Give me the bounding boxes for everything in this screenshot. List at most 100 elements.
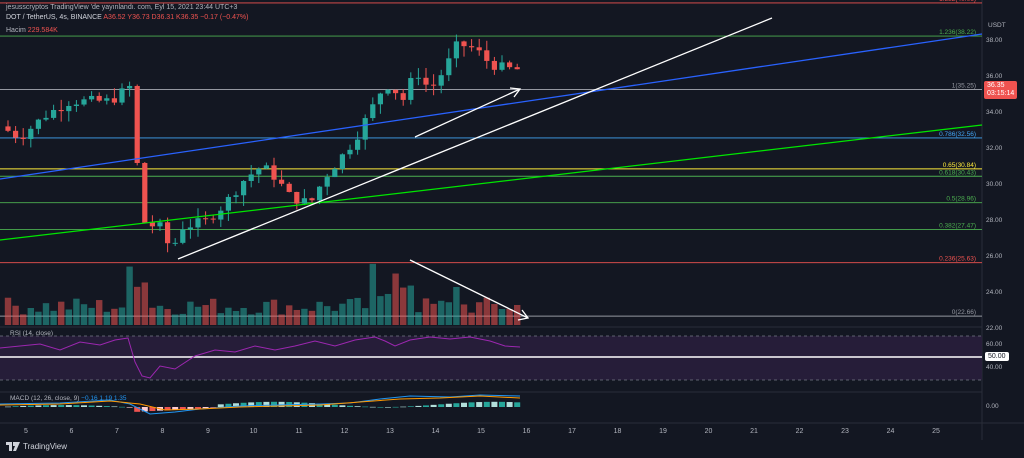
macd-bar <box>468 402 475 407</box>
macd-bar <box>111 406 118 408</box>
macd-bar <box>347 405 353 407</box>
candle-body <box>393 89 399 94</box>
candle-body <box>210 218 216 220</box>
macd-bar <box>172 407 179 410</box>
fib-label-0.5: 0.5(28.96) <box>946 196 976 203</box>
volume-bar <box>316 301 323 325</box>
volume-bar <box>308 310 316 325</box>
candle-body <box>476 47 482 51</box>
macd-bar <box>164 407 171 411</box>
candle-body <box>35 119 41 129</box>
trendline-green[interactable] <box>0 124 983 241</box>
time-tick: 15 <box>477 428 485 435</box>
volume-bar <box>331 310 338 325</box>
volume-bars <box>4 263 521 325</box>
volume-bar <box>339 303 346 325</box>
candle-body <box>73 104 79 106</box>
macd-bar <box>407 406 414 407</box>
time-tick: 23 <box>841 428 849 435</box>
volume-bar <box>80 304 88 325</box>
trendline-white-long[interactable] <box>177 17 773 260</box>
price-axis[interactable]: 38.00 36.00 34.00 32.00 30.00 28.00 26.00 24.00… <box>986 37 1003 332</box>
macd-bar <box>453 403 460 407</box>
volume-bar <box>392 273 399 325</box>
macd-title: MACD (12, 26, close, 9) <box>10 395 80 402</box>
countdown-timer: 03:15:14 <box>987 90 1015 97</box>
candle-body <box>20 137 26 139</box>
arrow-up-head <box>509 87 522 98</box>
macd-bar <box>141 407 148 412</box>
macd-bar <box>331 404 338 407</box>
macd-bar <box>149 407 156 412</box>
volume-bar <box>278 314 285 325</box>
volume-bar <box>354 297 361 325</box>
rsi-band <box>0 336 982 380</box>
time-axis[interactable]: 5 6 7 8 9 10 11 12 13 14 15 16 17 18 19 20 21 22 23 24 25 <box>24 428 940 435</box>
arrow-up-line[interactable] <box>414 88 521 138</box>
candle-body <box>134 85 140 163</box>
macd-bar <box>103 406 110 407</box>
tradingview-icon <box>6 442 20 451</box>
candle-body <box>309 198 315 201</box>
candle-body <box>89 95 95 100</box>
rsi-legend[interactable]: RSI (14, close) <box>10 330 53 337</box>
time-tick: 14 <box>432 428 440 435</box>
currency-label: USDT <box>988 22 1006 29</box>
time-tick: 10 <box>250 428 258 435</box>
tradingview-logo[interactable]: TradingView <box>6 442 67 451</box>
time-tick: 12 <box>341 428 349 435</box>
macd-bar <box>202 407 209 409</box>
volume-bar <box>377 296 384 325</box>
candle-body <box>423 77 429 85</box>
arrow-down-line[interactable] <box>409 259 529 319</box>
candle-body <box>438 75 444 86</box>
macd-bar <box>438 404 445 407</box>
volume-bar <box>506 308 513 325</box>
candle-body <box>431 84 437 86</box>
candle-body <box>408 78 414 100</box>
macd-bar <box>248 402 255 407</box>
macd-bar <box>12 406 19 407</box>
volume-bar <box>73 298 80 325</box>
symbol-label[interactable]: DOT / TetherUS, 4s, BINANCE <box>6 14 102 21</box>
candle-body <box>5 126 11 131</box>
price-tick: 32.00 <box>986 145 1003 152</box>
macd-bar <box>5 406 11 408</box>
candle-body <box>157 222 163 227</box>
macd-bar <box>491 401 498 407</box>
publish-info: jesusscryptos TradingView 'de yayınlandı… <box>6 4 238 11</box>
time-tick: 25 <box>932 428 940 435</box>
volume-bar <box>149 307 156 325</box>
macd-bar <box>43 405 49 407</box>
macd-legend[interactable]: MACD (12, 26, close, 9) −0.16 1.19 1.35 <box>10 395 127 402</box>
macd-bar <box>50 405 57 407</box>
macd-bar <box>255 402 262 407</box>
candle-body <box>180 229 186 243</box>
rsi-tick-40: 40.00 <box>986 364 1003 371</box>
macd-bar <box>65 405 72 407</box>
macd-bar <box>225 403 232 407</box>
time-tick: 16 <box>523 428 531 435</box>
volume-bar <box>50 310 57 325</box>
volume-bar <box>164 309 171 325</box>
fib-label-1.382: 1.382(40.06) <box>939 0 976 3</box>
candles <box>5 34 520 253</box>
candle-body <box>507 62 513 68</box>
macd-bar <box>423 405 429 407</box>
macd-bar <box>369 406 376 408</box>
volume-bar <box>491 304 498 325</box>
volume-bar <box>438 300 445 325</box>
candle-body <box>332 168 338 178</box>
volume-bar <box>27 307 34 325</box>
time-tick: 22 <box>796 428 804 435</box>
candle-body <box>400 93 406 100</box>
volume-value: 229.584K <box>27 27 58 34</box>
macd-bar <box>362 406 369 408</box>
arrow-down-head <box>517 309 530 321</box>
macd-bar <box>58 405 65 407</box>
fib-label-1: 1(35.25) <box>952 83 976 90</box>
trendline-blue[interactable] <box>0 33 983 180</box>
volume-bar <box>179 313 186 325</box>
fibonacci-levels[interactable]: 1.382(40.06) 1.236(38.22) 1(35.25) 0.786(32… <box>0 0 982 317</box>
